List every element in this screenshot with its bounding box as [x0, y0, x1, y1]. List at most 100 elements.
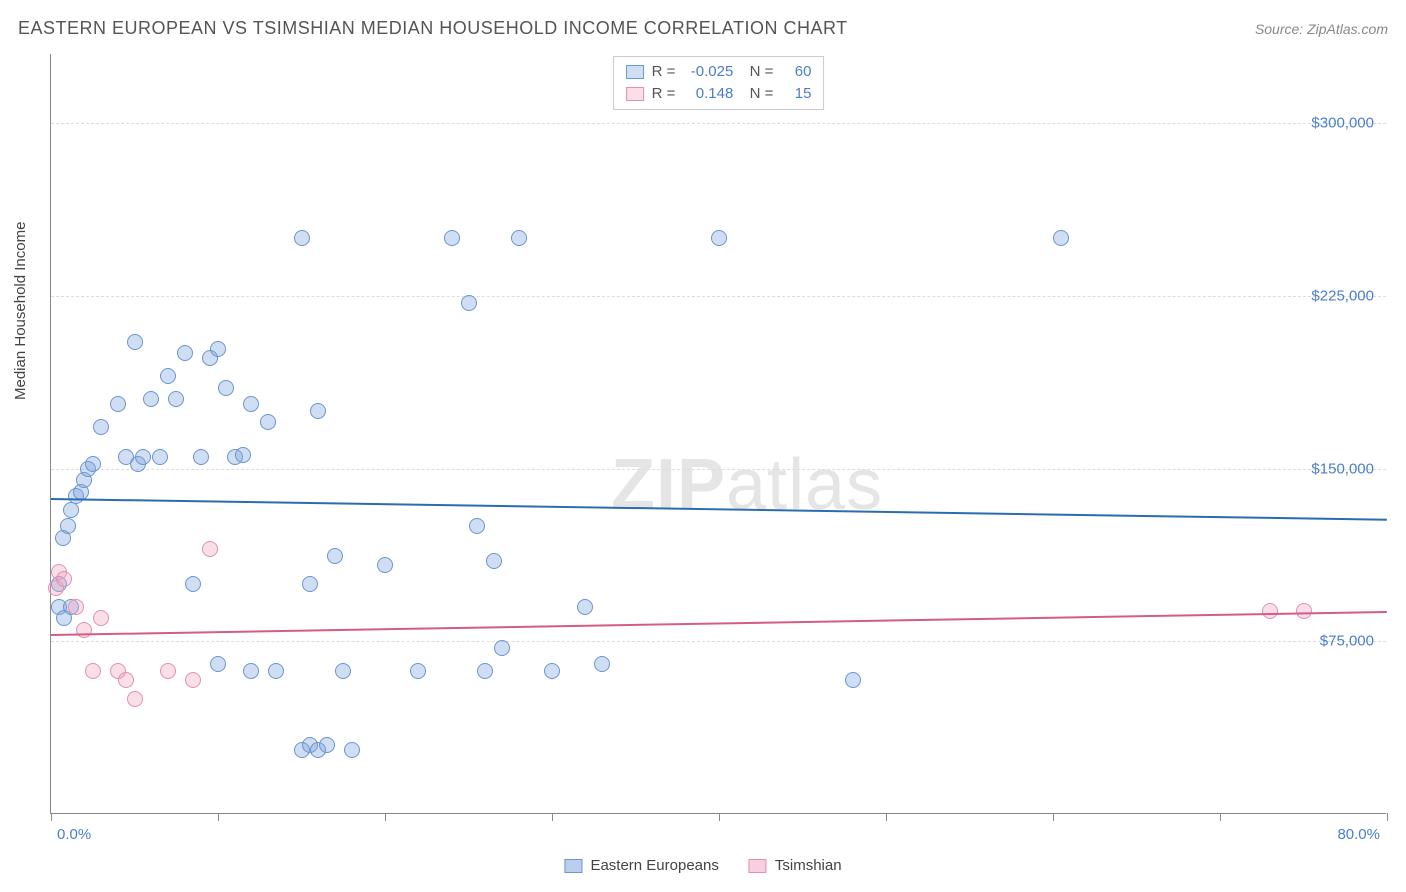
legend-swatch — [749, 859, 767, 873]
scatter-point — [1053, 230, 1069, 246]
x-tick — [719, 813, 720, 821]
y-tick-label: $75,000 — [1320, 633, 1374, 650]
scatter-point — [486, 553, 502, 569]
scatter-point — [477, 663, 493, 679]
plot-area: ZIPatlas R = -0.025 N = 60 R = 0.148 N = 15 $… — [50, 54, 1386, 814]
scatter-point — [494, 640, 510, 656]
chart-header: EASTERN EUROPEAN VS TSIMSHIAN MEDIAN HOU… — [18, 18, 1388, 39]
scatter-point — [185, 672, 201, 688]
legend-item: Tsimshian — [749, 857, 842, 874]
scatter-point — [160, 368, 176, 384]
trend-line — [51, 498, 1387, 521]
legend-swatch — [564, 859, 582, 873]
y-tick-label: $150,000 — [1311, 460, 1374, 477]
scatter-point — [135, 449, 151, 465]
scatter-point — [68, 599, 84, 615]
scatter-point — [160, 663, 176, 679]
scatter-point — [118, 672, 134, 688]
scatter-point — [143, 391, 159, 407]
scatter-point — [210, 341, 226, 357]
scatter-point — [63, 502, 79, 518]
scatter-point — [210, 656, 226, 672]
y-axis-label: Median Household Income — [12, 222, 29, 400]
scatter-point — [127, 691, 143, 707]
x-tick — [385, 813, 386, 821]
scatter-point — [594, 656, 610, 672]
x-tick — [51, 813, 52, 821]
x-tick-label-max: 80.0% — [1337, 826, 1380, 843]
gridline — [51, 469, 1386, 470]
stat-label: R = — [652, 61, 676, 83]
scatter-point — [444, 230, 460, 246]
stat-n-value: 60 — [781, 61, 811, 83]
chart-title: EASTERN EUROPEAN VS TSIMSHIAN MEDIAN HOU… — [18, 18, 848, 39]
scatter-point — [60, 518, 76, 534]
scatter-point — [461, 295, 477, 311]
legend-item: Eastern Europeans — [564, 857, 718, 874]
x-tick — [1053, 813, 1054, 821]
scatter-point — [1262, 603, 1278, 619]
scatter-point — [93, 419, 109, 435]
gridline — [51, 641, 1386, 642]
x-tick — [1387, 813, 1388, 821]
y-tick-label: $300,000 — [1311, 115, 1374, 132]
scatter-point — [344, 742, 360, 758]
scatter-point — [410, 663, 426, 679]
scatter-point — [544, 663, 560, 679]
stat-label: N = — [741, 83, 773, 105]
stats-row: R = 0.148 N = 15 — [626, 83, 812, 105]
scatter-point — [845, 672, 861, 688]
y-tick-label: $225,000 — [1311, 287, 1374, 304]
scatter-point — [377, 557, 393, 573]
scatter-point — [243, 396, 259, 412]
scatter-point — [85, 456, 101, 472]
scatter-point — [302, 576, 318, 592]
scatter-point — [85, 663, 101, 679]
x-tick — [1220, 813, 1221, 821]
gridline — [51, 123, 1386, 124]
scatter-point — [511, 230, 527, 246]
trend-line — [51, 611, 1387, 636]
stat-n-value: 15 — [781, 83, 811, 105]
x-tick-label-min: 0.0% — [57, 826, 91, 843]
scatter-point — [319, 737, 335, 753]
scatter-point — [93, 610, 109, 626]
scatter-point — [327, 548, 343, 564]
legend-swatch — [626, 65, 644, 79]
scatter-point — [56, 571, 72, 587]
stat-label: N = — [741, 61, 773, 83]
legend-label: Tsimshian — [775, 857, 842, 874]
scatter-point — [110, 396, 126, 412]
scatter-point — [294, 230, 310, 246]
x-tick — [886, 813, 887, 821]
scatter-point — [335, 663, 351, 679]
scatter-point — [711, 230, 727, 246]
scatter-point — [268, 663, 284, 679]
stats-row: R = -0.025 N = 60 — [626, 61, 812, 83]
scatter-point — [218, 380, 234, 396]
scatter-point — [127, 334, 143, 350]
scatter-point — [235, 447, 251, 463]
legend-label: Eastern Europeans — [590, 857, 718, 874]
x-tick — [218, 813, 219, 821]
chart-source: Source: ZipAtlas.com — [1255, 21, 1388, 37]
scatter-point — [202, 541, 218, 557]
stat-label: R = — [652, 83, 676, 105]
scatter-point — [469, 518, 485, 534]
scatter-point — [193, 449, 209, 465]
x-tick — [552, 813, 553, 821]
stat-r-value: -0.025 — [683, 61, 733, 83]
stat-r-value: 0.148 — [683, 83, 733, 105]
scatter-point — [177, 345, 193, 361]
scatter-point — [152, 449, 168, 465]
watermark: ZIPatlas — [611, 444, 883, 526]
scatter-point — [577, 599, 593, 615]
legend-swatch — [626, 87, 644, 101]
scatter-point — [243, 663, 259, 679]
gridline — [51, 296, 1386, 297]
scatter-point — [168, 391, 184, 407]
stats-legend: R = -0.025 N = 60 R = 0.148 N = 15 — [613, 56, 825, 110]
scatter-point — [260, 414, 276, 430]
scatter-point — [185, 576, 201, 592]
scatter-point — [310, 403, 326, 419]
